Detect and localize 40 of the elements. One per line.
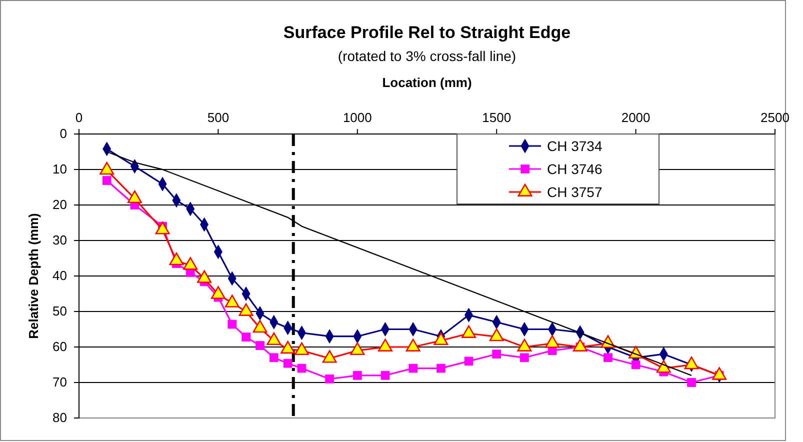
chart-title: Surface Profile Rel to Straight Edge: [283, 23, 571, 42]
point: [269, 353, 278, 362]
y-tick-label: 50: [52, 304, 67, 319]
y-tick-label: 30: [52, 232, 67, 248]
point: [631, 360, 640, 370]
y-tick-label: 80: [52, 410, 67, 426]
x-axis-title: Location (mm): [382, 75, 472, 90]
x-tick-label: 2500: [760, 110, 790, 125]
point: [325, 374, 334, 384]
point: [242, 332, 250, 342]
y-axis-title: Relative Depth (mm): [26, 213, 41, 339]
point: [687, 378, 696, 387]
point: [283, 358, 292, 368]
x-tick-label: 0: [75, 110, 83, 125]
point: [297, 364, 306, 373]
y-tick-label: 0: [60, 126, 67, 142]
point: [352, 370, 362, 380]
point: [604, 353, 612, 362]
point: [464, 356, 474, 366]
y-tick-label: 40: [52, 268, 67, 284]
legend-label: CH 3757: [547, 184, 602, 200]
y-tick-label: 10: [52, 162, 67, 177]
y-tick-label: 70: [52, 374, 67, 390]
y-tick-label: 20: [52, 197, 67, 212]
legend-label: CH 3734: [547, 138, 602, 154]
x-tick-label: 1500: [482, 110, 512, 125]
y-tick-label: 60: [52, 339, 67, 354]
point: [408, 364, 418, 373]
legend-label: CH 3746: [547, 161, 602, 177]
chart-subtitle: (rotated to 3% cross-fall line): [338, 48, 516, 64]
point: [102, 176, 112, 185]
point: [436, 364, 446, 373]
point: [228, 320, 237, 329]
x-tick-label: 1000: [342, 110, 372, 125]
point: [256, 341, 264, 350]
point: [520, 353, 529, 362]
point: [492, 350, 502, 359]
x-tick-label: 500: [207, 110, 230, 125]
point: [380, 370, 390, 380]
x-tick-label: 2000: [621, 110, 650, 125]
